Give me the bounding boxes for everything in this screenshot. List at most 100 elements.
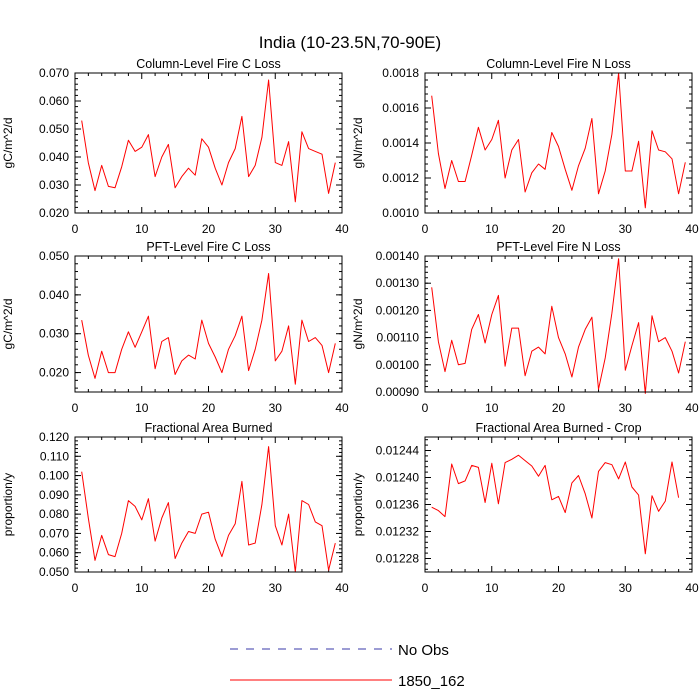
y-axis-label: proportion/y	[1, 473, 15, 536]
legend: No Obs 1850_162	[230, 642, 465, 690]
plot-frame	[74, 436, 343, 573]
y-tick-label: 0.01236	[376, 498, 420, 512]
x-tick-label: 10	[485, 222, 499, 236]
chart-panels: Column-Level Fire C Loss gC/m^2/d 0 10 20 30 4…	[1, 57, 699, 595]
chart-title: Column-Level Fire C Loss	[136, 57, 281, 71]
x-tick-label: 40	[335, 401, 349, 415]
plot-frame	[424, 255, 693, 393]
x-tick-label: 40	[685, 222, 699, 236]
x-tick-label: 20	[202, 222, 216, 236]
y-tick-label: 0.0016	[382, 101, 419, 115]
y-tick-label: 0.060	[39, 94, 69, 108]
x-tick-label: 0	[72, 401, 79, 415]
x-tick-label: 10	[135, 222, 149, 236]
x-tick-label: 0	[72, 581, 79, 595]
chart-title: Fractional Area Burned - Crop	[475, 421, 641, 435]
x-tick-label: 30	[269, 222, 283, 236]
plot-frame	[424, 436, 693, 573]
x-tick-label: 20	[552, 401, 566, 415]
x-tick-label: 40	[335, 222, 349, 236]
y-axis-label: proportion/y	[351, 473, 365, 536]
y-tick-label: 0.00120	[376, 303, 420, 317]
x-tick-label: 0	[422, 222, 429, 236]
y-tick-label: 0.00130	[376, 276, 420, 290]
y-tick-label: 0.120	[39, 430, 69, 444]
chart-title: PFT-Level Fire C Loss	[146, 240, 270, 254]
x-tick-label: 10	[485, 581, 499, 595]
x-tick-label: 30	[619, 581, 633, 595]
x-tick-label: 10	[485, 401, 499, 415]
y-tick-label: 0.110	[40, 449, 69, 463]
y-tick-label: 0.040	[39, 150, 69, 164]
y-tick-label: 0.050	[39, 122, 69, 136]
x-tick-label: 10	[135, 581, 149, 595]
plot-frame	[74, 72, 343, 214]
x-tick-label: 30	[269, 581, 283, 595]
x-tick-label: 20	[552, 581, 566, 595]
x-tick-label: 0	[72, 222, 79, 236]
plot-frame	[424, 72, 693, 214]
y-tick-label: 0.020	[39, 366, 69, 380]
series-line-1850-162	[431, 258, 686, 394]
x-tick-label: 40	[685, 401, 699, 415]
y-tick-label: 0.01244	[376, 444, 420, 458]
chart-title: PFT-Level Fire N Loss	[496, 240, 620, 254]
series-line-1850-162	[81, 273, 336, 385]
x-tick-label: 0	[422, 581, 429, 595]
y-tick-label: 0.0012	[382, 171, 419, 185]
x-tick-label: 10	[135, 401, 149, 415]
series-line-1850-162	[81, 446, 336, 573]
y-tick-label: 0.01228	[376, 552, 420, 566]
chart-panel-5: Fractional Area Burned proportion/y 0 10 20 3…	[1, 421, 349, 595]
x-tick-label: 30	[619, 401, 633, 415]
y-tick-label: 0.050	[39, 249, 69, 263]
x-tick-label: 40	[685, 581, 699, 595]
x-tick-label: 30	[619, 222, 633, 236]
y-tick-label: 0.070	[39, 526, 69, 540]
chart-panel-2: Column-Level Fire N Loss gN/m^2/d 0 10 20 30 4…	[351, 57, 699, 236]
series-line-1850-162	[431, 454, 680, 555]
y-tick-label: 0.030	[39, 178, 69, 192]
y-tick-label: 0.0018	[382, 66, 419, 80]
x-tick-label: 20	[202, 581, 216, 595]
chart-title: Fractional Area Burned	[145, 421, 273, 435]
y-tick-label: 0.100	[39, 469, 69, 483]
y-axis-label: gC/m^2/d	[1, 299, 15, 350]
y-tick-label: 0.00110	[377, 331, 420, 345]
chart-panel-6: Fractional Area Burned - Crop proportion/…	[351, 421, 699, 595]
series-line-1850-162	[81, 79, 336, 203]
x-tick-label: 20	[202, 401, 216, 415]
plot-frame	[74, 255, 343, 393]
y-tick-label: 0.040	[39, 288, 69, 302]
y-tick-label: 0.090	[39, 488, 69, 502]
y-tick-label: 0.080	[39, 507, 69, 521]
chart-panel-4: PFT-Level Fire N Loss gN/m^2/d 0 10 20 30 40 0.…	[351, 240, 699, 415]
series-line-1850-162	[431, 72, 686, 209]
y-tick-label: 0.020	[39, 206, 69, 220]
figure-title: India (10-23.5N,70-90E)	[259, 33, 441, 52]
y-tick-label: 0.060	[39, 546, 69, 560]
y-tick-label: 0.0010	[382, 206, 419, 220]
x-tick-label: 20	[552, 222, 566, 236]
chart-panel-1: Column-Level Fire C Loss gC/m^2/d 0 10 20 30 4…	[1, 57, 349, 236]
legend-label-no-obs: No Obs	[398, 642, 449, 659]
y-tick-label: 0.070	[39, 66, 69, 80]
y-tick-label: 0.00090	[376, 385, 420, 399]
chart-title: Column-Level Fire N Loss	[486, 57, 631, 71]
y-tick-label: 0.01232	[376, 525, 420, 539]
y-tick-label: 0.050	[39, 565, 69, 579]
legend-label-1850-162: 1850_162	[398, 673, 465, 690]
y-tick-label: 0.0014	[382, 136, 419, 150]
y-tick-label: 0.00100	[376, 358, 420, 372]
x-tick-label: 0	[422, 401, 429, 415]
chart-panel-3: PFT-Level Fire C Loss gC/m^2/d 0 10 20 30 40 0.…	[1, 240, 349, 415]
y-tick-label: 0.030	[39, 327, 69, 341]
y-axis-label: gC/m^2/d	[1, 118, 15, 169]
y-axis-label: gN/m^2/d	[351, 118, 365, 169]
x-tick-label: 30	[269, 401, 283, 415]
y-tick-label: 0.01240	[376, 471, 420, 485]
y-tick-label: 0.00140	[376, 249, 420, 263]
y-axis-label: gN/m^2/d	[351, 299, 365, 350]
x-tick-label: 40	[335, 581, 349, 595]
